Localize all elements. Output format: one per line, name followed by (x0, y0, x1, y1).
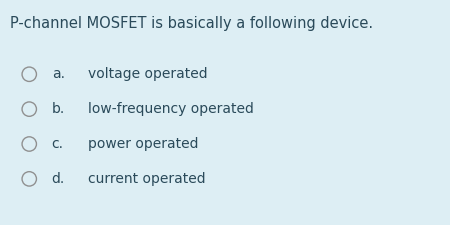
Text: voltage operated: voltage operated (88, 67, 207, 81)
Text: b.: b. (52, 102, 65, 116)
Text: c.: c. (52, 137, 64, 151)
Text: low-frequency operated: low-frequency operated (88, 102, 254, 116)
Text: current operated: current operated (88, 172, 205, 186)
Text: P-channel MOSFET is basically a following device.: P-channel MOSFET is basically a followin… (10, 16, 373, 31)
Text: a.: a. (52, 67, 65, 81)
Text: power operated: power operated (88, 137, 198, 151)
Text: d.: d. (52, 172, 65, 186)
